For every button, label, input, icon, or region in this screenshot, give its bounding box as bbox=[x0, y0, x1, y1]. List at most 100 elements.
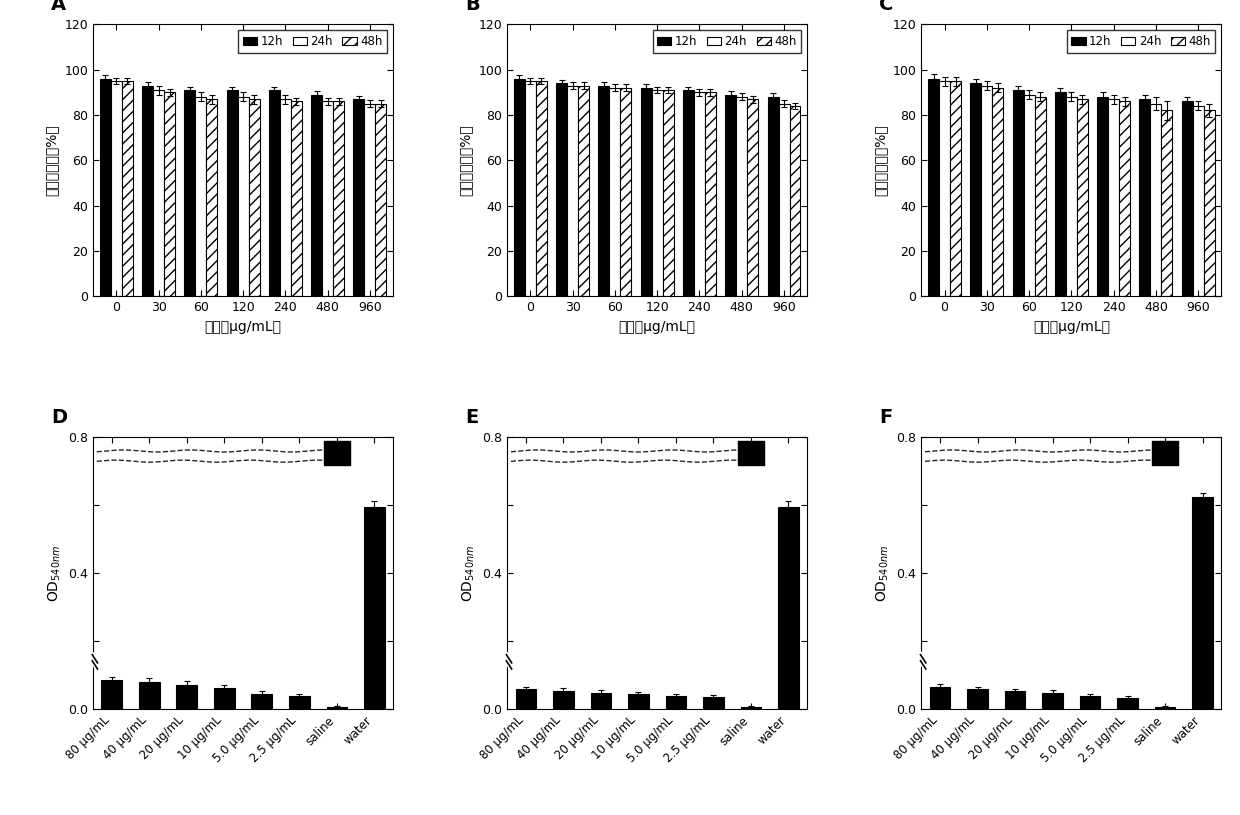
Bar bbox=[536, 81, 547, 296]
Bar bbox=[516, 689, 536, 709]
Bar bbox=[525, 81, 536, 296]
Bar bbox=[578, 86, 589, 296]
Bar bbox=[227, 90, 238, 296]
Bar bbox=[971, 83, 981, 296]
Bar bbox=[291, 101, 301, 296]
Legend: 12h, 24h, 48h: 12h, 24h, 48h bbox=[652, 30, 801, 53]
Text: E: E bbox=[465, 408, 479, 426]
Bar bbox=[289, 696, 310, 709]
X-axis label: 浓度（μg/mL）: 浓度（μg/mL） bbox=[619, 319, 696, 333]
Bar bbox=[185, 90, 195, 296]
Bar bbox=[1023, 95, 1034, 296]
Bar bbox=[666, 696, 686, 709]
Bar bbox=[629, 694, 649, 709]
Bar bbox=[215, 688, 234, 709]
Bar bbox=[322, 101, 334, 296]
Bar bbox=[1066, 97, 1076, 296]
Bar bbox=[599, 86, 609, 296]
Bar bbox=[1182, 101, 1193, 296]
Bar bbox=[376, 104, 387, 296]
Bar bbox=[1013, 90, 1023, 296]
Bar bbox=[143, 86, 153, 296]
Bar bbox=[737, 97, 748, 296]
Y-axis label: 细胞存活率（%）: 细胞存活率（%） bbox=[873, 125, 887, 196]
Bar bbox=[1109, 99, 1120, 296]
Bar bbox=[1080, 696, 1100, 709]
Bar bbox=[779, 104, 790, 296]
Bar bbox=[353, 99, 365, 296]
Bar bbox=[662, 90, 673, 296]
Y-axis label: OD$_{540nm}$: OD$_{540nm}$ bbox=[460, 544, 476, 601]
Bar bbox=[252, 694, 272, 709]
Bar bbox=[513, 79, 525, 296]
Bar bbox=[981, 86, 992, 296]
Bar bbox=[609, 88, 620, 296]
Y-axis label: OD$_{540nm}$: OD$_{540nm}$ bbox=[46, 544, 62, 601]
Bar bbox=[238, 97, 248, 296]
Bar bbox=[1162, 111, 1172, 296]
Bar bbox=[280, 99, 291, 296]
Bar bbox=[683, 90, 694, 296]
Bar bbox=[1076, 99, 1087, 296]
Bar bbox=[967, 689, 988, 709]
Bar bbox=[326, 707, 347, 709]
Bar bbox=[365, 104, 376, 296]
Bar bbox=[768, 97, 779, 296]
Text: B: B bbox=[465, 0, 480, 14]
Bar bbox=[1043, 693, 1063, 709]
Bar bbox=[1117, 698, 1138, 709]
Bar bbox=[248, 99, 259, 296]
Bar bbox=[1097, 97, 1109, 296]
Y-axis label: 细胞存活率（%）: 细胞存活率（%） bbox=[45, 125, 58, 196]
Bar bbox=[1193, 106, 1204, 296]
Bar bbox=[694, 92, 706, 296]
Text: C: C bbox=[879, 0, 894, 14]
Bar bbox=[102, 681, 122, 709]
Bar bbox=[620, 88, 631, 296]
Bar bbox=[740, 707, 761, 709]
Bar bbox=[1034, 97, 1045, 296]
Legend: 12h, 24h, 48h: 12h, 24h, 48h bbox=[1066, 30, 1215, 53]
Bar bbox=[652, 90, 662, 296]
X-axis label: 浓度（μg/mL）: 浓度（μg/mL） bbox=[1033, 319, 1110, 333]
Bar bbox=[725, 95, 737, 296]
Bar bbox=[1154, 707, 1176, 709]
Bar bbox=[590, 693, 611, 709]
Bar bbox=[790, 106, 801, 296]
Bar bbox=[334, 101, 343, 296]
Bar bbox=[641, 88, 652, 296]
Text: F: F bbox=[879, 408, 893, 426]
X-axis label: 浓度（μg/mL）: 浓度（μg/mL） bbox=[205, 319, 281, 333]
Bar bbox=[139, 682, 160, 709]
Text: A: A bbox=[51, 0, 66, 14]
Bar bbox=[1055, 92, 1066, 296]
Y-axis label: OD$_{540nm}$: OD$_{540nm}$ bbox=[874, 544, 890, 601]
Bar bbox=[195, 97, 206, 296]
Bar bbox=[110, 81, 122, 296]
Bar bbox=[748, 99, 758, 296]
Bar bbox=[122, 81, 133, 296]
Legend: 12h, 24h, 48h: 12h, 24h, 48h bbox=[238, 30, 387, 53]
Bar bbox=[269, 90, 280, 296]
Bar bbox=[1140, 99, 1151, 296]
Bar bbox=[153, 90, 164, 296]
Bar bbox=[164, 92, 175, 296]
Bar bbox=[553, 691, 574, 709]
Bar bbox=[703, 697, 724, 709]
Bar bbox=[557, 83, 567, 296]
Bar bbox=[365, 507, 384, 709]
Bar bbox=[1120, 101, 1130, 296]
Bar bbox=[779, 507, 799, 709]
Bar bbox=[567, 86, 578, 296]
Bar bbox=[939, 81, 950, 296]
Bar bbox=[1004, 691, 1025, 709]
Bar bbox=[311, 95, 322, 296]
Bar bbox=[206, 99, 217, 296]
Y-axis label: 细胞存活率（%）: 细胞存活率（%） bbox=[459, 125, 472, 196]
Bar bbox=[176, 685, 197, 709]
Bar bbox=[99, 79, 110, 296]
Bar bbox=[930, 687, 950, 709]
Text: D: D bbox=[51, 408, 67, 426]
Bar bbox=[992, 88, 1003, 296]
Bar bbox=[950, 81, 961, 296]
